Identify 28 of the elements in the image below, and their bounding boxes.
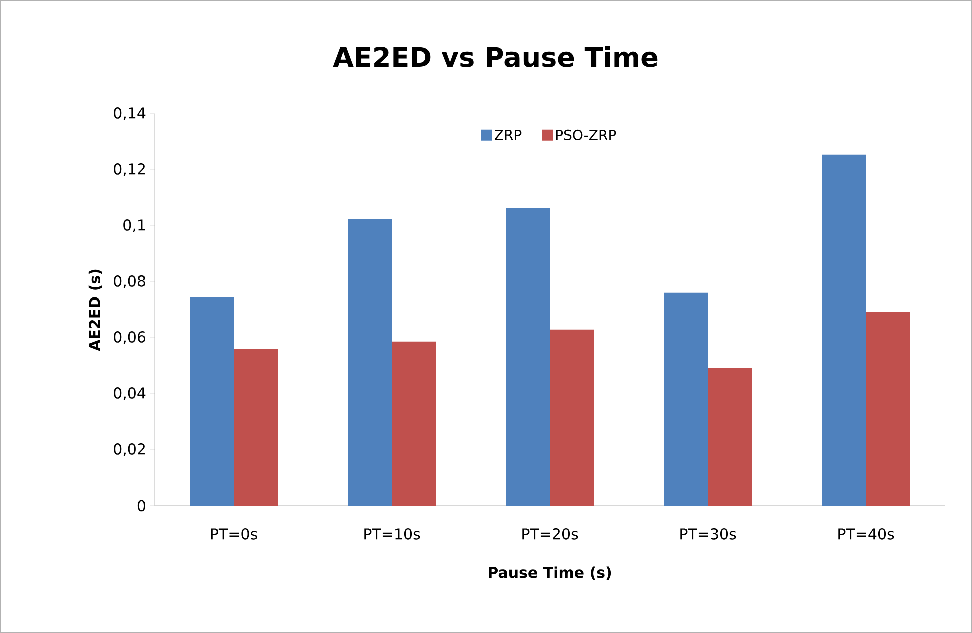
bar <box>866 312 910 506</box>
bar <box>392 342 436 506</box>
x-tick-label: PT=30s <box>680 528 736 540</box>
y-tick-label: 0,06 <box>114 332 146 344</box>
y-tick-label: 0,08 <box>114 276 146 288</box>
chart-title: AE2ED vs Pause Time <box>333 46 658 68</box>
y-tick-label: 0 <box>138 500 146 512</box>
bar <box>190 297 234 506</box>
bar <box>234 349 278 506</box>
x-tick-label: PT=40s <box>838 528 894 540</box>
x-tick-label: PT=10s <box>364 528 420 540</box>
y-tick-label: 0,14 <box>114 108 146 120</box>
y-tick-label: 0,1 <box>124 220 146 232</box>
x-axis-title: Pause Time (s) <box>489 566 612 580</box>
y-tick-label: 0,04 <box>114 388 146 400</box>
bar <box>664 292 708 506</box>
y-tick-label: 0,02 <box>114 444 145 456</box>
legend-label: PSO-ZRP <box>556 130 616 141</box>
bar <box>708 368 752 506</box>
legend-label: ZRP <box>494 130 522 140</box>
y-tick-label: 0,12 <box>114 164 145 176</box>
y-axis-title: AE2ED (s) <box>88 270 102 352</box>
bar <box>506 208 550 506</box>
x-tick-label: PT=20s <box>522 528 578 540</box>
bar <box>822 154 866 506</box>
bar <box>348 218 392 506</box>
x-tick-label: PT=0s <box>211 528 258 540</box>
bar <box>550 330 594 506</box>
